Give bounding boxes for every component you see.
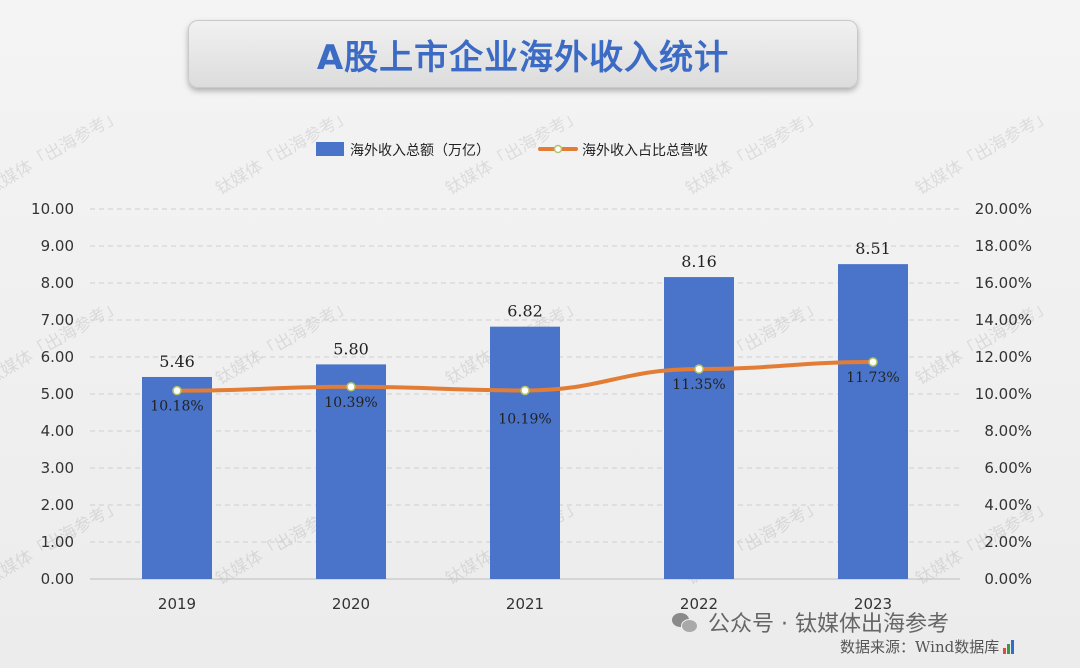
y-right-tick: 6.00% — [984, 459, 1032, 477]
y-right-tick: 16.00% — [975, 274, 1032, 292]
footer-channel: 公众号 · 钛媒体出海参考 — [672, 606, 949, 638]
y-left-tick: 9.00 — [41, 237, 74, 255]
watermark-text: 钛媒体「出海参考」 — [913, 296, 1056, 390]
line-point — [520, 385, 530, 396]
y-right-tick: 14.00% — [975, 311, 1032, 329]
y-right-tick: 20.00% — [975, 200, 1032, 218]
line-value-label: 11.35% — [672, 377, 725, 393]
bar — [142, 376, 212, 579]
legend-bar-label: 海外收入总额（万亿） — [350, 143, 490, 159]
y-right-tick: 4.00% — [984, 496, 1032, 514]
y-right-tick: 2.00% — [984, 533, 1032, 551]
data-source: 数据来源：Wind数据库 — [840, 636, 1015, 657]
line-point — [694, 364, 704, 374]
line-value-label: 10.39% — [324, 395, 377, 411]
x-tick-label: 2019 — [158, 595, 196, 613]
bar — [664, 277, 734, 579]
y-right-tick: 12.00% — [975, 348, 1032, 366]
line-value-label: 10.19% — [498, 411, 551, 427]
bar-value-label: 5.80 — [333, 339, 369, 358]
line-point — [172, 385, 182, 396]
y-left-tick: 3.00 — [41, 459, 74, 477]
y-left-tick: 1.00 — [41, 533, 74, 551]
wechat-icon — [672, 611, 698, 633]
x-tick-label: 2022 — [680, 595, 718, 613]
bar-value-label: 8.16 — [681, 252, 717, 271]
x-tick-label: 2023 — [854, 595, 892, 613]
y-left-tick: 8.00 — [41, 274, 74, 292]
y-left-tick: 5.00 — [41, 385, 74, 403]
bar — [316, 364, 386, 579]
y-left-tick: 6.00 — [41, 348, 74, 366]
line-point — [346, 382, 356, 392]
bar-chart-icon — [1003, 639, 1015, 654]
chart-title: A股上市企业海外收入统计 — [316, 37, 730, 78]
watermark-text: 钛媒体「出海参考」 — [913, 106, 1056, 200]
watermark-text: 钛媒体「出海参考」 — [0, 296, 125, 390]
bar-value-label: 6.82 — [507, 302, 543, 321]
y-right-tick: 10.00% — [975, 385, 1032, 403]
line-point — [868, 357, 878, 367]
watermark-text: 钛媒体「出海参考」 — [0, 106, 125, 200]
bar — [838, 264, 908, 579]
y-left-tick: 4.00 — [41, 422, 74, 440]
bar-value-label: 5.46 — [159, 352, 195, 371]
channel-text: 公众号 · 钛媒体出海参考 — [708, 612, 949, 637]
y-left-tick: 10.00 — [31, 200, 74, 218]
line-value-label: 11.73% — [846, 370, 899, 386]
legend-bar-swatch — [316, 142, 344, 156]
x-tick-label: 2021 — [506, 595, 544, 613]
title-banner: A股上市企业海外收入统计 — [188, 20, 858, 88]
x-tick-label: 2020 — [332, 595, 370, 613]
y-right-tick: 18.00% — [975, 237, 1032, 255]
y-left-tick: 0.00 — [41, 570, 74, 588]
y-right-tick: 0.00% — [984, 570, 1032, 588]
line-value-label: 10.18% — [150, 399, 203, 415]
bar — [490, 326, 560, 579]
legend-line-label: 海外收入占比总营收 — [582, 143, 708, 159]
legend-line-marker — [553, 144, 563, 154]
y-left-tick: 7.00 — [41, 311, 74, 329]
source-text: 数据来源：Wind数据库 — [840, 638, 1000, 656]
y-right-tick: 8.00% — [984, 422, 1032, 440]
bar-value-label: 8.51 — [855, 239, 891, 258]
y-left-tick: 2.00 — [41, 496, 74, 514]
